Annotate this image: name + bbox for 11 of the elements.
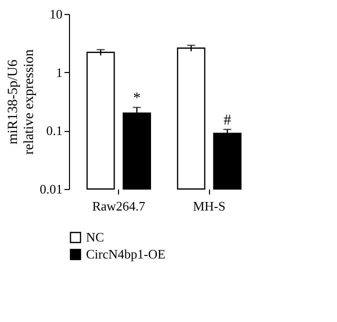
annotation: * — [133, 90, 141, 106]
x-tick-label: MH-S — [192, 198, 226, 214]
annotation: # — [224, 112, 232, 128]
y-tick-label: 0.1 — [46, 123, 62, 138]
y-tick-label: 0.01 — [40, 182, 62, 196]
legend-label: CircN4bp1-OE — [86, 246, 166, 262]
y-tick-label: 1 — [56, 64, 62, 80]
y-axis-title: miR138-5p/U6 relative expression — [6, 49, 37, 155]
legend-label: NC — [86, 230, 104, 244]
y-tick-label: 10 — [50, 6, 62, 22]
x-tick-label: Raw264.7 — [92, 198, 146, 214]
